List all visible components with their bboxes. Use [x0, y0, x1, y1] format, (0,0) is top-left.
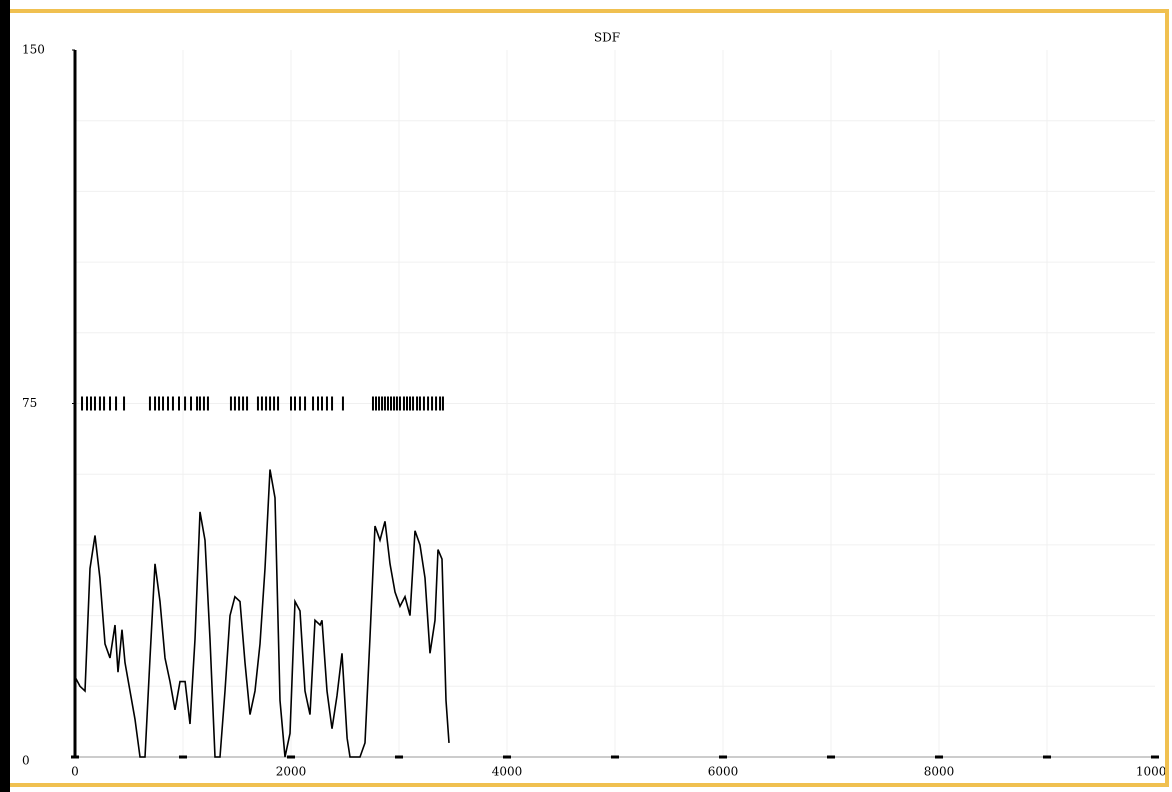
x-tick-label: 8000	[924, 765, 955, 779]
y-tick-label: 150	[22, 43, 45, 57]
left-edge	[0, 0, 10, 792]
y-tick-label: 75	[22, 396, 37, 410]
chart-title: SDF	[594, 31, 620, 45]
x-tick-label: 6000	[708, 765, 739, 779]
plot-area: SDF 0 2000 4000 6000 8000 10000 0 75 150	[22, 31, 1172, 779]
x-tick-label: 4000	[492, 765, 523, 779]
y-tick-label: 0	[22, 754, 30, 768]
x-tick-label: 2000	[276, 765, 307, 779]
x-tick-label: 10000	[1136, 765, 1172, 779]
sdf-line	[74, 469, 450, 758]
x-tick-label: 0	[71, 765, 79, 779]
